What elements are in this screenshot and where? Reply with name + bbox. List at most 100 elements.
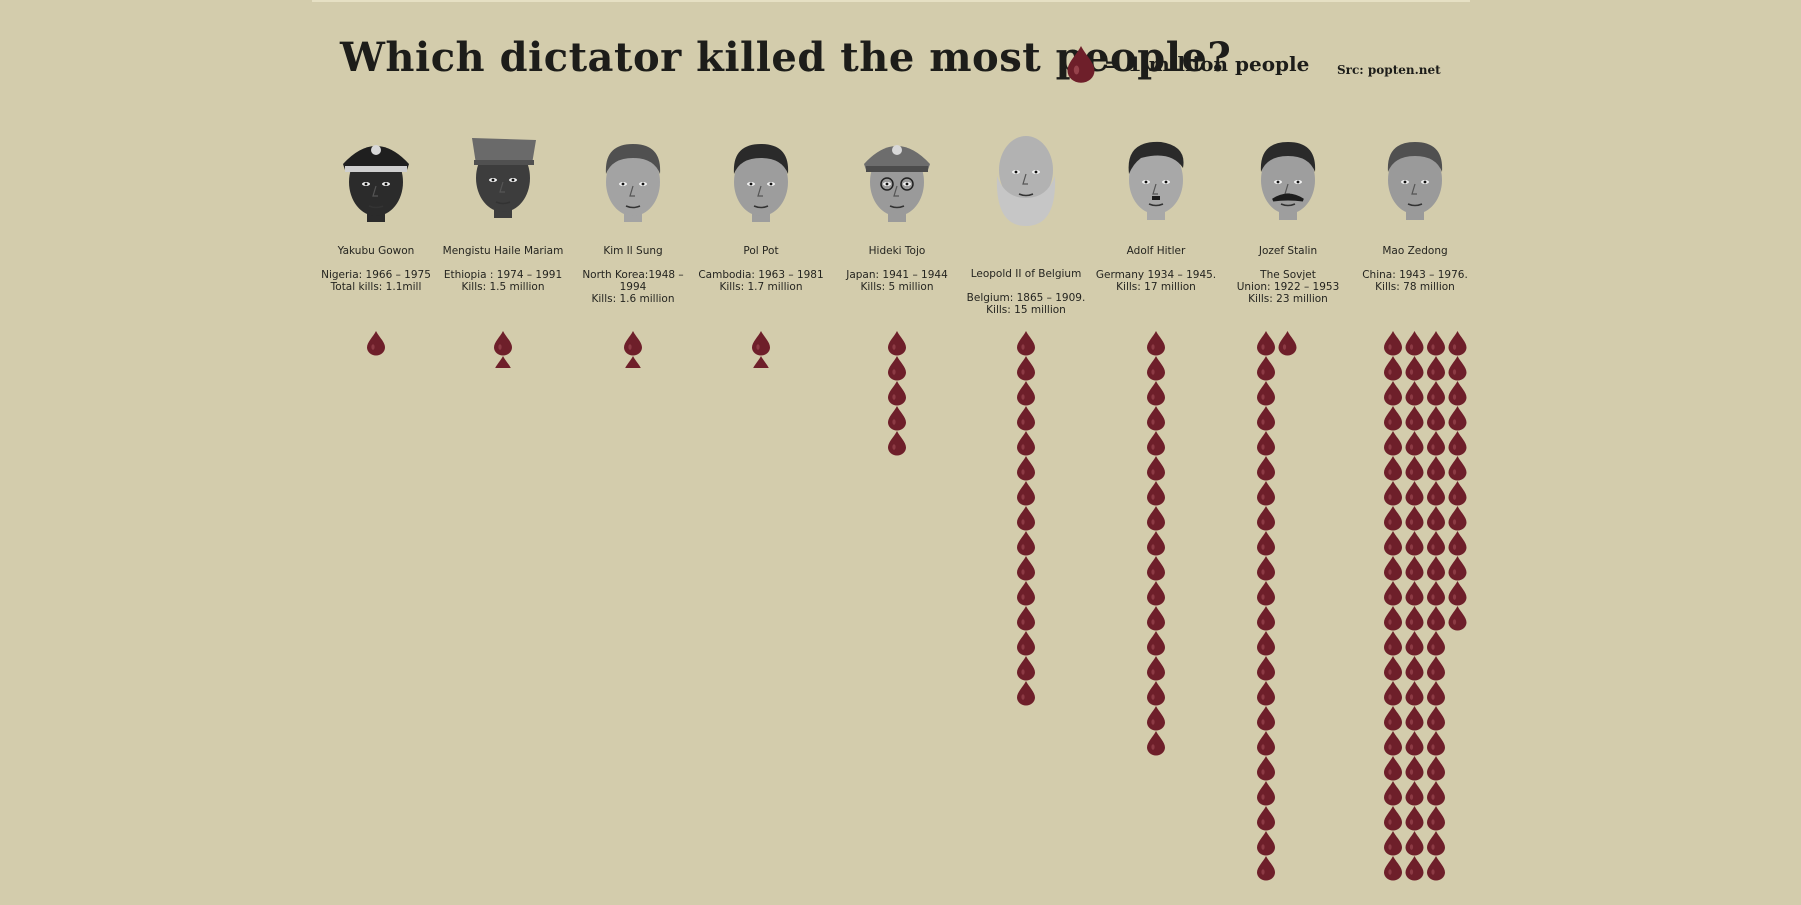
blood-drop-icon bbox=[1384, 731, 1402, 756]
blood-drop-icon bbox=[1384, 706, 1402, 731]
dictator-name: Leopold II of Belgium bbox=[970, 268, 1082, 280]
portrait-wrapper bbox=[1351, 128, 1479, 242]
blood-drop-icon bbox=[1017, 331, 1035, 356]
blood-drop-icon bbox=[1405, 381, 1424, 406]
blood-drop-icon bbox=[495, 356, 511, 368]
portrait-wrapper bbox=[439, 126, 567, 240]
blood-drop-icon bbox=[1427, 706, 1445, 731]
blood-drop-icon bbox=[888, 331, 906, 356]
portrait-kim-il-sung bbox=[605, 144, 661, 222]
blood-drop-icon bbox=[1147, 706, 1165, 731]
blood-drop-icon bbox=[888, 381, 906, 406]
blood-drop-icon bbox=[1384, 331, 1402, 356]
blood-drop-icon bbox=[1448, 506, 1467, 531]
dictator-info: Cambodia: 1963 – 1981 Kills: 1.7 million bbox=[698, 269, 824, 293]
blood-drop-icon bbox=[1017, 656, 1035, 681]
drop-group bbox=[1384, 331, 1467, 881]
blood-drop-icon bbox=[1427, 456, 1445, 481]
blood-drop-icon bbox=[1427, 831, 1445, 856]
blood-drop-icon bbox=[1278, 331, 1297, 356]
blood-drop-icon bbox=[752, 331, 770, 356]
drop-group bbox=[752, 331, 770, 368]
portrait-hideki-tojo bbox=[864, 145, 930, 222]
blood-drop-icon bbox=[1448, 581, 1467, 606]
blood-drop-icon bbox=[1384, 681, 1402, 706]
blood-drop-icon bbox=[1147, 331, 1165, 356]
portrait-wrapper bbox=[697, 130, 825, 244]
blood-drop-icon bbox=[1448, 606, 1467, 631]
blood-drop-icon bbox=[1427, 556, 1445, 581]
blood-drop-icon bbox=[1017, 381, 1035, 406]
blood-drop-icon bbox=[1427, 631, 1445, 656]
blood-drop-icon bbox=[1427, 731, 1445, 756]
blood-drop-icon bbox=[1147, 481, 1165, 506]
portrait-wrapper bbox=[1224, 128, 1352, 242]
blood-drop-icon bbox=[1147, 406, 1165, 431]
blood-drop-icon bbox=[1257, 706, 1275, 731]
blood-drop-icon bbox=[1448, 431, 1467, 456]
blood-drop-icon bbox=[1147, 731, 1165, 756]
blood-drop-icon bbox=[1017, 481, 1035, 506]
blood-drop-icon bbox=[1384, 856, 1402, 881]
blood-drop-icon bbox=[1405, 781, 1424, 806]
blood-drop-icon bbox=[1427, 431, 1445, 456]
blood-drop-icon bbox=[1147, 456, 1165, 481]
blood-drop-icon bbox=[1384, 756, 1402, 781]
dictator-info: Germany 1934 – 1945. Kills: 17 million bbox=[1095, 269, 1217, 293]
blood-drop-icon bbox=[1384, 431, 1402, 456]
portrait-mengistu-haile-mariam bbox=[472, 138, 536, 218]
blood-drop-icon bbox=[1448, 406, 1467, 431]
blood-drop-icon bbox=[1257, 631, 1275, 656]
blood-drop-icon bbox=[1384, 806, 1402, 831]
blood-drop-icon bbox=[888, 356, 906, 381]
blood-drop-icon bbox=[1427, 606, 1445, 631]
blood-drop-icon bbox=[1405, 656, 1424, 681]
blood-drop-icon bbox=[1384, 656, 1402, 681]
blood-drop-icon bbox=[1405, 706, 1424, 731]
dictator-name: Hideki Tojo bbox=[868, 245, 926, 257]
blood-drop-icon bbox=[1384, 481, 1402, 506]
blood-drop-icon bbox=[1384, 531, 1402, 556]
blood-drop-icon bbox=[1017, 531, 1035, 556]
blood-drop-icon bbox=[1405, 431, 1424, 456]
blood-drop-icon bbox=[888, 431, 906, 456]
portrait-wrapper bbox=[833, 130, 961, 244]
blood-drop-icon bbox=[1384, 831, 1402, 856]
blood-drop-icon bbox=[1257, 756, 1275, 781]
blood-drop-icon bbox=[1147, 581, 1165, 606]
blood-drop-icon bbox=[1257, 656, 1275, 681]
blood-drop-icon bbox=[1384, 781, 1402, 806]
blood-drop-icon bbox=[1448, 381, 1467, 406]
blood-drop-icon bbox=[1257, 806, 1275, 831]
portrait-leopold-ii-of-belgium bbox=[996, 136, 1056, 226]
blood-drop-icon bbox=[1427, 756, 1445, 781]
blood-drop-icon bbox=[1017, 406, 1035, 431]
dictator-info: Ethiopia : 1974 – 1991 Kills: 1.5 millio… bbox=[443, 269, 563, 293]
blood-drop-icon bbox=[1405, 356, 1424, 381]
blood-drop-icon bbox=[1017, 506, 1035, 531]
portrait-yakubu-gowon bbox=[343, 145, 409, 222]
blood-drop-icon bbox=[1384, 581, 1402, 606]
blood-drop-icon bbox=[1405, 681, 1424, 706]
dictator-name: Kim Il Sung bbox=[603, 245, 663, 257]
blood-drop-icon bbox=[1405, 631, 1424, 656]
blood-drop-icon bbox=[1448, 556, 1467, 581]
blood-drop-icon bbox=[1427, 656, 1445, 681]
drop-group bbox=[1017, 331, 1035, 706]
blood-drop-icon bbox=[1405, 481, 1424, 506]
blood-drop-icon bbox=[1017, 556, 1035, 581]
dictator-name: Yakubu Gowon bbox=[337, 245, 415, 257]
blood-drop-icon bbox=[1257, 356, 1275, 381]
blood-drop-icon bbox=[1448, 481, 1467, 506]
blood-drop-icon bbox=[1405, 581, 1424, 606]
blood-drop-icon bbox=[1427, 581, 1445, 606]
dictator-info: The Sovjet Union: 1922 – 1953 Kills: 23 … bbox=[1236, 269, 1340, 305]
blood-drop-icon bbox=[1405, 731, 1424, 756]
blood-drop-icon bbox=[1427, 681, 1445, 706]
blood-drop-icon bbox=[1448, 456, 1467, 481]
drop-group bbox=[367, 331, 385, 356]
dictator-name: Mengistu Haile Mariam bbox=[442, 245, 564, 257]
dictator-name: Adolf Hitler bbox=[1126, 245, 1186, 257]
portrait-adolf-hitler bbox=[1128, 141, 1184, 220]
portrait-pol-pot bbox=[733, 144, 789, 222]
